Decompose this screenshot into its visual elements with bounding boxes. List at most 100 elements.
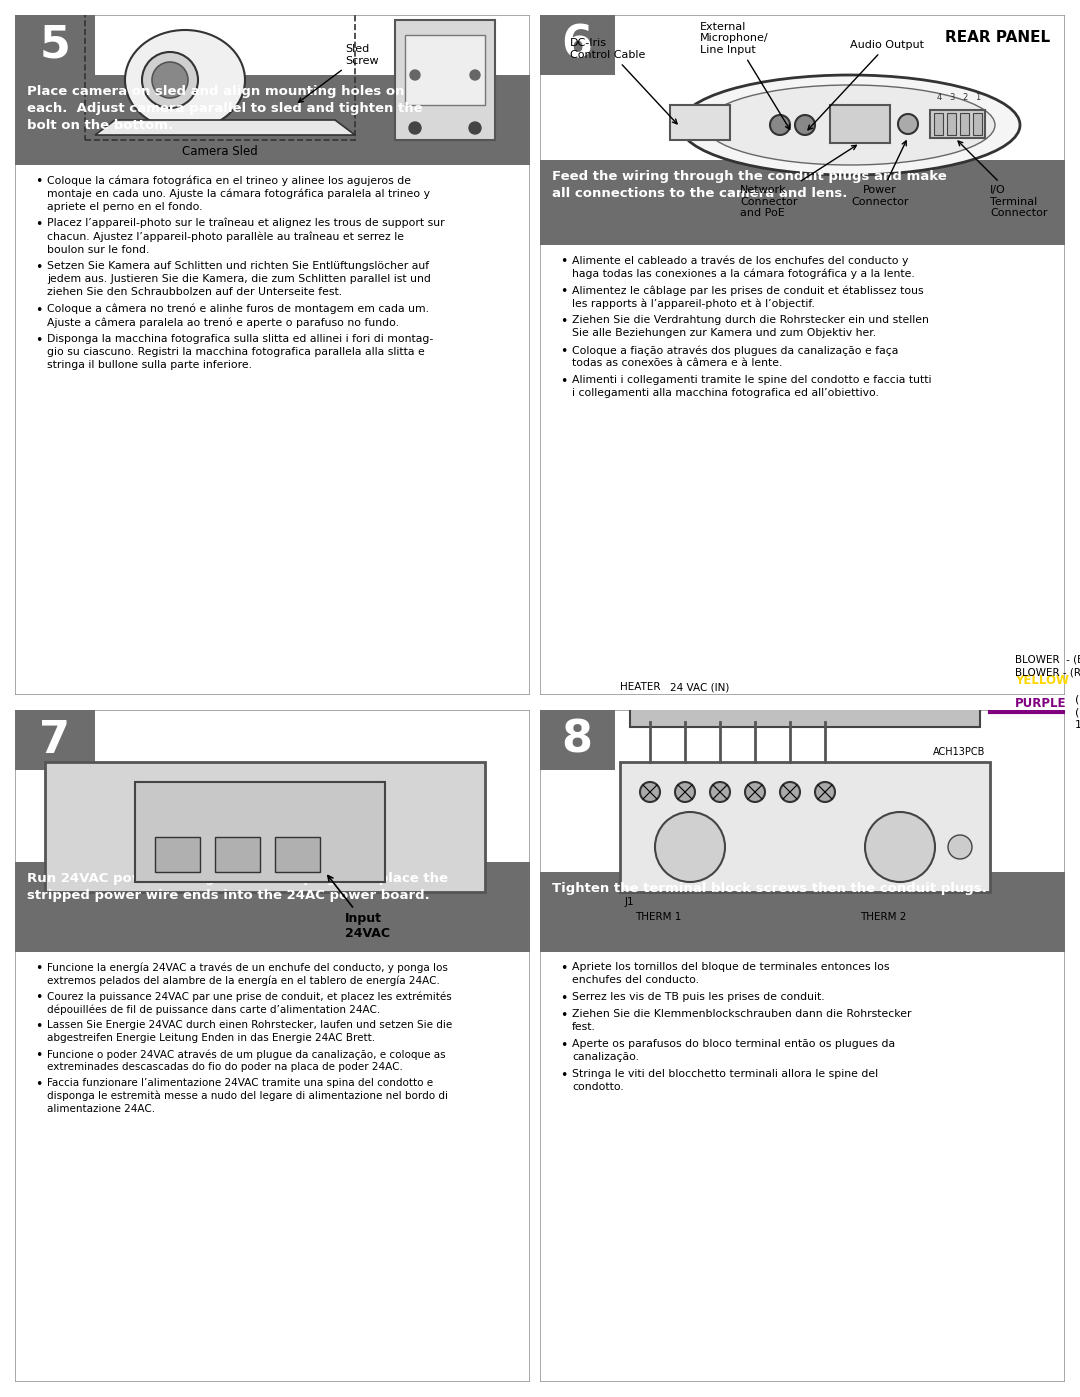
- Circle shape: [470, 70, 480, 80]
- Text: ACH13PCB: ACH13PCB: [933, 747, 985, 757]
- Text: •: •: [35, 1020, 42, 1032]
- Bar: [934, 113, 943, 136]
- Text: External
Microphone/
Line Input: External Microphone/ Line Input: [700, 22, 789, 130]
- Circle shape: [675, 782, 696, 802]
- Text: 1: 1: [975, 94, 981, 102]
- Circle shape: [710, 782, 730, 802]
- Text: Tighten the terminal block screws then the conduit plugs.: Tighten the terminal block screws then t…: [552, 882, 987, 895]
- Circle shape: [948, 835, 972, 859]
- Text: •: •: [561, 285, 567, 298]
- Circle shape: [745, 782, 765, 802]
- Text: Ziehen Sie die Verdrahtung durch die Rohrstecker ein und stellen
Sie alle Bezieh: Ziehen Sie die Verdrahtung durch die Roh…: [572, 314, 929, 338]
- Bar: [15, 862, 530, 951]
- Text: Ziehen Sie die Klemmenblockschrauben dann die Rohrstecker
fest.: Ziehen Sie die Klemmenblockschrauben dan…: [572, 1009, 912, 1032]
- Bar: [85, 10, 355, 140]
- Text: BLOWER  - (Black): BLOWER - (Black): [1015, 654, 1080, 664]
- Text: •: •: [35, 963, 42, 975]
- Bar: [630, 698, 980, 726]
- Bar: [947, 113, 956, 136]
- Text: •: •: [35, 990, 42, 1004]
- Text: •: •: [561, 1039, 567, 1052]
- Text: Placez l’appareil-photo sur le traîneau et alignez les trous de support sur
chac: Placez l’appareil-photo sur le traîneau …: [48, 218, 445, 254]
- Text: Stringa le viti del blocchetto terminali allora le spine del
condotto.: Stringa le viti del blocchetto terminali…: [572, 1069, 878, 1092]
- Text: Coloque la cámara fotográfica en el trineo y alinee los agujeros de
montaje en c: Coloque la cámara fotográfica en el trin…: [48, 175, 430, 212]
- Text: Network
Connector
and PoE: Network Connector and PoE: [740, 145, 856, 218]
- Bar: [973, 113, 982, 136]
- Bar: [275, 837, 320, 872]
- Text: 6: 6: [562, 24, 593, 67]
- Text: •: •: [35, 334, 42, 346]
- Text: •: •: [35, 1049, 42, 1062]
- Text: 5: 5: [40, 24, 70, 67]
- Text: •: •: [35, 261, 42, 274]
- Text: 12VDC: 12VDC: [1075, 719, 1080, 731]
- Text: Input
24VAC: Input 24VAC: [328, 876, 390, 940]
- Text: THERM 1: THERM 1: [635, 912, 681, 922]
- Text: Place camera on sled and align mounting holes on
each.  Adjust camera parallel t: Place camera on sled and align mounting …: [27, 85, 422, 131]
- Ellipse shape: [125, 29, 245, 130]
- Bar: [540, 710, 615, 770]
- Text: Sled
Screw: Sled Screw: [298, 45, 379, 102]
- Circle shape: [770, 115, 789, 136]
- Text: Alimente el cableado a través de los enchufes del conducto y
haga todas las cone: Alimente el cableado a través de los enc…: [572, 256, 915, 279]
- Text: YELLOW: YELLOW: [1015, 673, 1069, 687]
- Text: Funcione la energía 24VAC a través de un enchufe del conducto, y ponga los
extre: Funcione la energía 24VAC a través de un…: [48, 963, 448, 986]
- Bar: [156, 837, 200, 872]
- Text: THERM 2: THERM 2: [860, 912, 906, 922]
- Text: 8: 8: [562, 718, 593, 761]
- Circle shape: [469, 122, 481, 134]
- Circle shape: [780, 782, 800, 802]
- Text: (+): (+): [1075, 694, 1080, 704]
- Circle shape: [640, 782, 660, 802]
- Bar: [930, 110, 985, 138]
- Text: •: •: [35, 218, 42, 231]
- Text: Aperte os parafusos do bloco terminal então os plugues da
canalização.: Aperte os parafusos do bloco terminal en…: [572, 1039, 895, 1062]
- Bar: [15, 710, 95, 770]
- Text: •: •: [561, 1069, 567, 1083]
- Text: Run 24VAC power through a conduit plug, and place the
stripped power wire ends i: Run 24VAC power through a conduit plug, …: [27, 872, 448, 902]
- Text: •: •: [35, 305, 42, 317]
- Text: DC-Iris
Control Cable: DC-Iris Control Cable: [570, 38, 677, 124]
- Text: I/O
Terminal
Connector: I/O Terminal Connector: [958, 141, 1048, 218]
- Bar: [15, 15, 95, 75]
- Circle shape: [410, 70, 420, 80]
- Text: Audio Output: Audio Output: [808, 41, 924, 130]
- Text: •: •: [35, 1078, 42, 1091]
- Text: Feed the wiring through the conduit plugs and make
all connections to the camera: Feed the wiring through the conduit plug…: [552, 170, 947, 200]
- Text: Faccia funzionare l’alimentazione 24VAC tramite una spina del condotto e
dispong: Faccia funzionare l’alimentazione 24VAC …: [48, 1078, 448, 1115]
- Text: •: •: [561, 374, 567, 388]
- Text: 3: 3: [949, 94, 955, 102]
- Circle shape: [897, 115, 918, 134]
- Ellipse shape: [680, 75, 1020, 175]
- Text: Alimenti i collegamenti tramite le spine del condotto e faccia tutti
i collegame: Alimenti i collegamenti tramite le spine…: [572, 374, 931, 398]
- Text: 4: 4: [936, 94, 942, 102]
- Bar: [540, 872, 1065, 951]
- Text: Power
Connector: Power Connector: [851, 141, 908, 207]
- Text: •: •: [561, 345, 567, 358]
- Text: Coloque a fiação através dos plugues da canalização e faça
todas as conexões à c: Coloque a fiação através dos plugues da …: [572, 345, 899, 369]
- Bar: [670, 105, 730, 140]
- Circle shape: [815, 782, 835, 802]
- Text: 24 VAC (IN): 24 VAC (IN): [671, 682, 730, 692]
- Text: PURPLE: PURPLE: [1015, 697, 1067, 710]
- Text: Courez la puissance 24VAC par une prise de conduit, et placez les extrémités
dép: Courez la puissance 24VAC par une prise …: [48, 990, 451, 1016]
- Text: Serrez les vis de TB puis les prises de conduit.: Serrez les vis de TB puis les prises de …: [572, 992, 825, 1002]
- Bar: [960, 113, 969, 136]
- Text: (-): (-): [1075, 707, 1080, 717]
- Text: 2: 2: [962, 94, 968, 102]
- Text: Apriete los tornillos del bloque de terminales entonces los
enchufes del conduct: Apriete los tornillos del bloque de term…: [572, 963, 890, 985]
- Text: Disponga la macchina fotografica sulla slitta ed allinei i fori di montag-
gio s: Disponga la macchina fotografica sulla s…: [48, 334, 433, 370]
- Text: Funcione o poder 24VAC através de um plugue da canalização, e coloque as
extremi: Funcione o poder 24VAC através de um plu…: [48, 1049, 446, 1073]
- Text: •: •: [561, 314, 567, 328]
- Text: •: •: [561, 963, 567, 975]
- Bar: [395, 20, 495, 140]
- Bar: [540, 161, 1065, 244]
- Text: Alimentez le câblage par les prises de conduit et établissez tous
les rapports à: Alimentez le câblage par les prises de c…: [572, 285, 923, 309]
- Bar: [15, 75, 530, 165]
- Circle shape: [152, 61, 188, 98]
- Ellipse shape: [705, 85, 995, 165]
- Text: BLOWER - (Red): BLOWER - (Red): [1015, 666, 1080, 678]
- Bar: [540, 15, 615, 75]
- Text: REAR PANEL: REAR PANEL: [945, 29, 1050, 45]
- Text: Coloque a câmera no trenó e alinhe furos de montagem em cada um.
Ajuste a câmera: Coloque a câmera no trenó e alinhe furos…: [48, 305, 429, 328]
